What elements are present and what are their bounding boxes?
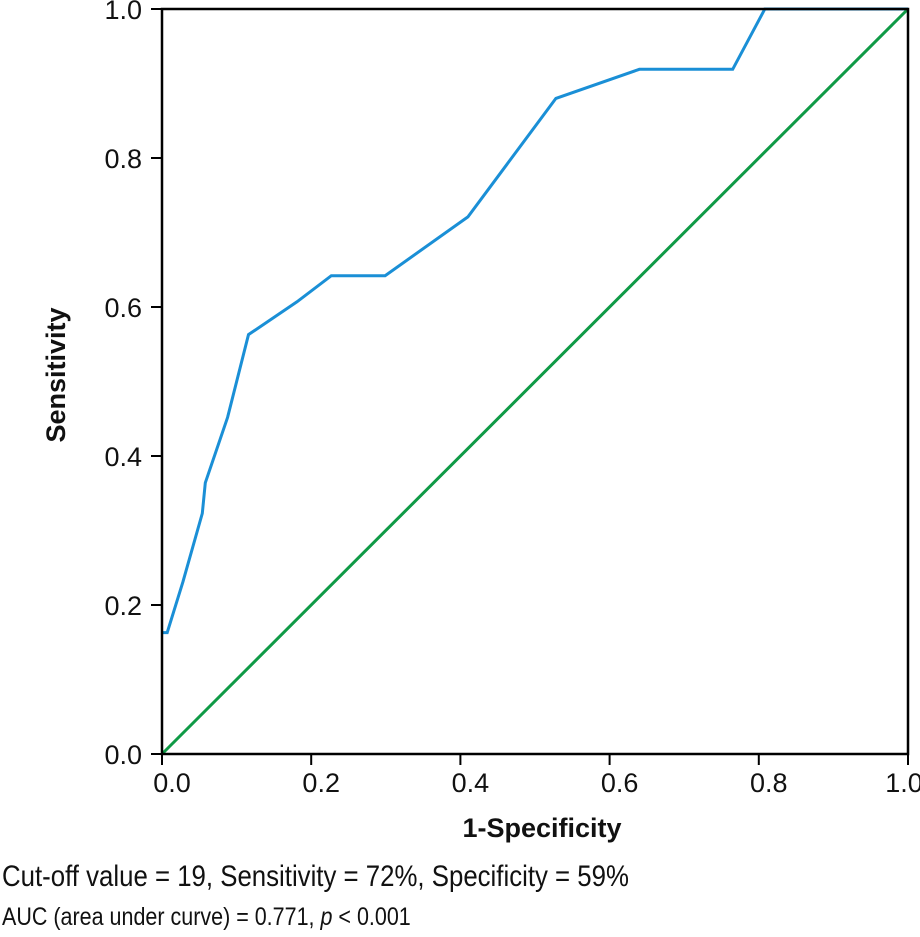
x-tick-label: 0.2 — [302, 768, 340, 798]
x-tick-label: 1.0 — [885, 768, 920, 798]
y-tick-label: 0.6 — [104, 293, 142, 323]
plot-frame — [160, 7, 910, 756]
y-tick-label: 0.2 — [104, 591, 142, 621]
caption-p-symbol: p — [320, 903, 333, 931]
y-tick-label: 0.8 — [104, 144, 142, 174]
y-tick-label: 0.4 — [104, 442, 142, 472]
caption-auc: AUC (area under curve) = 0.771, p < 0.00… — [2, 903, 411, 932]
caption-auc-prefix: AUC (area under curve) = 0.771, — [2, 903, 321, 931]
caption-auc-suffix: < 0.001 — [332, 903, 411, 931]
series-layer — [160, 7, 910, 756]
x-tick-label: 0.8 — [750, 768, 788, 798]
x-tick-label: 0.6 — [601, 768, 639, 798]
x-tick-label: 0.4 — [452, 768, 490, 798]
y-tick-label: 1.0 — [104, 0, 142, 25]
x-tick-label: 0.0 — [153, 768, 191, 798]
y-axis-ticks: 0.0 0.2 0.4 0.6 0.8 1.0 — [104, 0, 162, 770]
roc-chart: 0.0 0.2 0.4 0.6 0.8 1.0 0.0 0.2 0.4 0.6 0.8 1.0 1-… — [41, 0, 920, 843]
caption-cutoff: Cut-off value = 19, Sensitivity = 72%, S… — [2, 860, 629, 893]
roc-curve-line — [162, 7, 908, 635]
y-axis-title: Sensitivity — [41, 307, 71, 442]
x-axis-title: 1-Specificity — [462, 813, 621, 843]
x-axis-ticks: 0.0 0.2 0.4 0.6 0.8 1.0 — [153, 754, 920, 798]
reference-diagonal-line — [160, 7, 910, 756]
y-tick-label: 0.0 — [104, 740, 142, 770]
